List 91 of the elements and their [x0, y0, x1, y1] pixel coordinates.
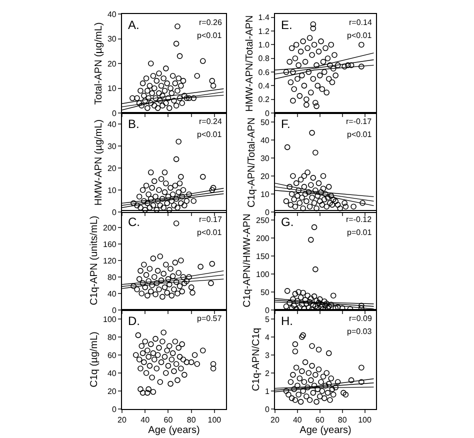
y-tick-label: 20 [107, 163, 117, 172]
y-axis-title: Total-APN (µg/mL) [93, 22, 104, 105]
x-tick-label: 40 [140, 415, 150, 424]
y-tick-label: 0 [264, 306, 270, 315]
annotation: r=0.24 [199, 116, 222, 126]
y-tick-label: 100 [256, 270, 270, 279]
annotation: H. [281, 314, 293, 328]
y-tick-label: 30 [260, 153, 270, 162]
y-tick-label: 50 [260, 117, 270, 126]
annotation: r=0.14 [349, 18, 372, 27]
annotation: r=0.26 [199, 18, 222, 27]
y-tick-label: 0.6 [258, 68, 270, 77]
y-tick-label: 1 [264, 386, 270, 396]
x-axis-title: Age (years) [148, 424, 200, 436]
annotation: F. [281, 116, 290, 130]
y-tick-label: 1.0 [258, 40, 270, 50]
y-tick-label: 0 [264, 207, 270, 216]
annotation: r=0.17 [199, 215, 222, 224]
y-tick-label: 40 [107, 119, 117, 128]
x-tick-label: 60 [315, 415, 325, 424]
annotation: r=-0.17 [346, 116, 372, 126]
annotation: p<0.01 [347, 130, 372, 138]
annotation: p<0.01 [347, 31, 372, 40]
annotation: E. [281, 18, 292, 32]
y-tick-label: 80 [107, 332, 117, 342]
y-tick-label: 2 [264, 368, 270, 378]
y-tick-label: 5 [264, 314, 270, 324]
y-tick-label: 30 [107, 34, 117, 44]
y-tick-label: 0 [112, 108, 117, 118]
y-tick-label: 0 [264, 404, 270, 414]
y-tick-label: 40 [107, 10, 117, 19]
y-axis-title: HMW-APN/Total-APN [244, 15, 256, 112]
annotation: B. [128, 116, 140, 130]
y-tick-label: 30 [107, 141, 117, 150]
y-tick-label: 0 [112, 207, 117, 216]
x-tick-label: 20 [270, 415, 280, 424]
y-tick-label: 10 [107, 84, 117, 94]
y-tick-label: 1.4 [258, 13, 270, 22]
y-axis-title: C1q-APN/HMW-APN [242, 214, 254, 308]
y-tick-label: 10 [260, 189, 270, 198]
y-tick-label: 0 [264, 108, 270, 118]
y-axis-title: C1q-APN/Total-APN [246, 116, 258, 208]
y-axis-title: C1q-APN/C1q [250, 327, 262, 391]
y-tick-label: 250 [256, 216, 270, 225]
annotation: p=0.57 [197, 314, 222, 322]
y-tick-label: 10 [107, 185, 117, 194]
x-tick-label: 20 [118, 415, 127, 424]
y-tick-label: 40 [107, 368, 117, 378]
x-tick-label: 40 [292, 415, 302, 424]
y-tick-label: 200 [256, 234, 270, 243]
y-tick-label: 0.4 [258, 81, 270, 90]
y-tick-label: 0 [112, 404, 117, 414]
y-tick-label: 40 [260, 135, 270, 144]
x-tick-label: 60 [164, 415, 174, 424]
annotation: p<0.01 [197, 130, 222, 138]
y-axis-title: HMW-APN (µg/mL) [93, 118, 104, 206]
y-axis-title: C1q-APN (units/mL) [89, 216, 100, 306]
annotation: p=0.03 [347, 326, 372, 336]
y-tick-label: 20 [107, 386, 117, 396]
y-tick-label: 60 [107, 350, 117, 360]
x-tick-label: 80 [186, 415, 196, 424]
annotation: p<0.01 [197, 31, 222, 40]
y-tick-label: 50 [260, 288, 270, 297]
y-tick-label: 0.2 [258, 95, 270, 104]
y-tick-label: 40 [107, 289, 117, 298]
x-tick-label: 100 [358, 415, 372, 424]
annotation: r=-0.12 [346, 215, 372, 224]
y-tick-label: 0 [112, 306, 117, 315]
annotation: A. [128, 18, 140, 32]
y-tick-label: 80 [107, 272, 117, 282]
y-tick-label: 1.2 [258, 26, 270, 36]
y-tick-label: 100 [103, 314, 117, 324]
annotation: G. [281, 215, 294, 229]
annotation: D. [128, 314, 140, 328]
y-tick-label: 160 [103, 240, 117, 249]
annotation: p<0.01 [197, 228, 222, 237]
y-tick-label: 120 [103, 256, 117, 266]
annotation: C. [128, 215, 140, 229]
x-axis-title: Age (years) [300, 424, 352, 436]
x-tick-label: 80 [338, 415, 348, 424]
y-tick-label: 150 [256, 252, 270, 261]
y-axis-title: C1q (µg/mL) [89, 331, 100, 387]
annotation: r=0.09 [349, 314, 372, 322]
y-tick-label: 20 [107, 59, 117, 68]
y-tick-label: 3 [264, 350, 270, 360]
annotation: p=0.01 [347, 228, 372, 237]
y-tick-label: 4 [264, 332, 270, 342]
y-tick-label: 200 [103, 223, 117, 232]
x-tick-label: 100 [208, 415, 222, 424]
y-tick-label: 0.8 [258, 54, 270, 64]
y-tick-label: 20 [260, 171, 270, 180]
